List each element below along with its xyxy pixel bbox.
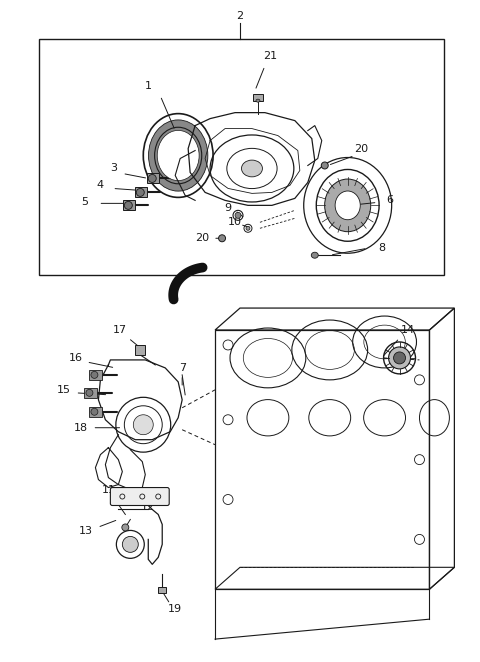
Text: 13: 13 xyxy=(78,526,93,536)
Bar xyxy=(89,406,102,417)
Text: 7: 7 xyxy=(179,363,186,373)
Text: 14: 14 xyxy=(400,325,415,335)
Ellipse shape xyxy=(91,371,98,379)
Text: 6: 6 xyxy=(386,195,393,205)
Bar xyxy=(89,370,102,380)
Ellipse shape xyxy=(389,347,410,369)
Ellipse shape xyxy=(218,235,226,242)
Text: 19: 19 xyxy=(168,604,182,614)
Ellipse shape xyxy=(321,162,328,169)
Ellipse shape xyxy=(256,99,260,102)
Bar xyxy=(38,39,444,275)
Bar xyxy=(147,173,159,183)
Bar xyxy=(158,587,166,593)
Ellipse shape xyxy=(91,408,98,415)
FancyBboxPatch shape xyxy=(110,487,169,506)
Text: 9: 9 xyxy=(225,203,231,213)
Text: 20: 20 xyxy=(195,233,209,243)
Text: 1: 1 xyxy=(145,81,152,91)
Ellipse shape xyxy=(124,201,132,209)
Bar xyxy=(84,388,97,398)
Text: 18: 18 xyxy=(73,423,87,433)
Text: 16: 16 xyxy=(69,353,83,363)
Bar xyxy=(253,94,263,101)
Ellipse shape xyxy=(136,189,144,197)
Ellipse shape xyxy=(312,252,318,258)
Text: 8: 8 xyxy=(378,243,385,254)
Text: 2: 2 xyxy=(237,11,243,21)
Text: 17: 17 xyxy=(113,325,127,335)
Text: 21: 21 xyxy=(263,51,277,61)
Ellipse shape xyxy=(335,191,360,220)
Text: 3: 3 xyxy=(110,164,117,173)
Ellipse shape xyxy=(148,120,208,191)
Bar xyxy=(123,201,135,211)
Ellipse shape xyxy=(241,160,263,177)
Text: 12: 12 xyxy=(141,502,156,512)
Text: 11: 11 xyxy=(101,485,115,495)
Ellipse shape xyxy=(122,536,138,552)
Text: 20: 20 xyxy=(355,144,369,154)
Bar xyxy=(135,345,145,355)
Ellipse shape xyxy=(246,226,250,230)
Ellipse shape xyxy=(133,415,153,435)
Ellipse shape xyxy=(148,175,156,183)
Ellipse shape xyxy=(122,524,129,531)
Text: 5: 5 xyxy=(81,197,88,207)
Ellipse shape xyxy=(157,130,199,181)
Text: 4: 4 xyxy=(97,181,104,191)
Ellipse shape xyxy=(394,352,406,364)
Ellipse shape xyxy=(86,389,93,397)
Text: 15: 15 xyxy=(57,385,71,395)
Text: 10: 10 xyxy=(228,217,242,227)
Bar xyxy=(135,187,147,197)
Ellipse shape xyxy=(324,179,371,232)
Ellipse shape xyxy=(235,213,241,218)
